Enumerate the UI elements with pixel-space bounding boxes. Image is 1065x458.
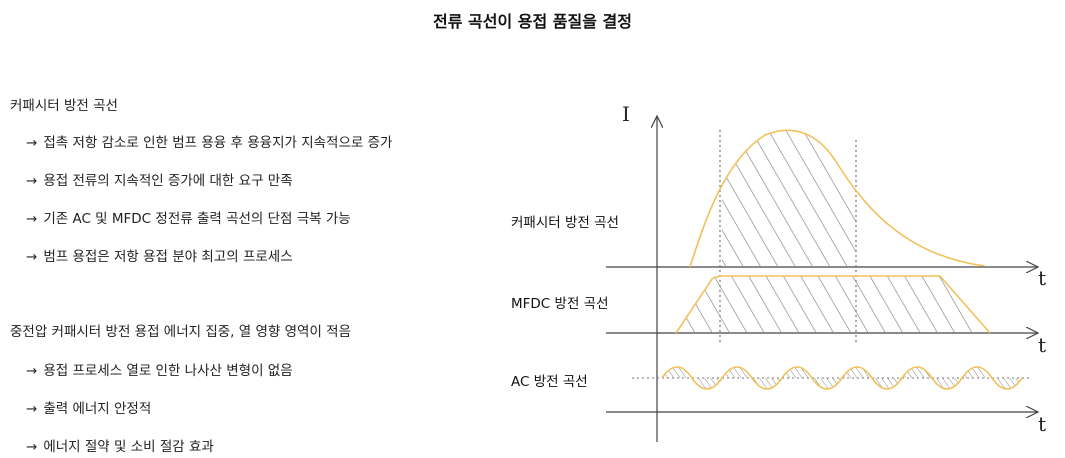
section-heading-medium-voltage: 중전압 커패시터 방전 용접 에너지 집중, 열 영향 영역이 적음 xyxy=(10,324,351,340)
page-title: 전류 곡선이 용접 품질을 결정 xyxy=(433,12,632,31)
arrow-right-icon: → xyxy=(26,249,38,265)
bullet-text: 기존 AC 및 MFDC 정전류 출력 곡선의 단점 극복 가능 xyxy=(43,211,351,227)
x-axis-label-ac: t xyxy=(1038,412,1046,436)
arrow-right-icon: → xyxy=(26,135,38,151)
bullet-text: 용접 프로세스 열로 인한 나사산 변형이 없음 xyxy=(43,363,293,379)
y-axis-label: I xyxy=(622,102,630,126)
x-axis-label-capacitor: t xyxy=(1038,266,1046,290)
bullet-item: → 용접 프로세스 열로 인한 나사산 변형이 없음 xyxy=(26,359,293,379)
bullet-text: 용접 전류의 지속적인 증가에 대한 요구 만족 xyxy=(43,173,293,189)
bullet-text: 범프 용접은 저항 용접 분야 최고의 프로세스 xyxy=(43,249,293,265)
ac-curve xyxy=(661,366,1023,390)
mfdc-hatch-area xyxy=(676,276,990,333)
bullet-item: → 접촉 저항 감소로 인한 범프 용융 후 용융지가 지속적으로 증가 xyxy=(26,131,392,151)
bullet-text: 접촉 저항 감소로 인한 범프 용융 후 용융지가 지속적으로 증가 xyxy=(43,135,393,151)
mfdc-curve-label: MFDC 방전 곡선 xyxy=(511,296,609,312)
arrow-right-icon: → xyxy=(26,363,38,379)
bullet-text: 에너지 절약 및 소비 절감 효과 xyxy=(43,439,214,455)
bullet-text: 출력 에너지 안정적 xyxy=(43,401,152,417)
arrow-right-icon: → xyxy=(26,173,38,189)
bullet-item: → 기존 AC 및 MFDC 정전류 출력 곡선의 단점 극복 가능 xyxy=(26,207,351,227)
bullet-item: → 용접 전류의 지속적인 증가에 대한 요구 만족 xyxy=(26,169,293,189)
bullet-item: → 에너지 절약 및 소비 절감 효과 xyxy=(26,435,214,455)
arrow-right-icon: → xyxy=(26,439,38,455)
arrow-right-icon: → xyxy=(26,211,38,227)
bullet-item: → 출력 에너지 안정적 xyxy=(26,397,151,417)
capacitor-curve xyxy=(689,129,986,268)
mfdc-curve xyxy=(675,275,991,334)
bullet-item: → 범프 용접은 저항 용접 분야 최고의 프로세스 xyxy=(26,245,293,265)
section-heading-capacitor: 커패시터 방전 곡선 xyxy=(10,98,118,114)
x-axis-label-mfdc: t xyxy=(1038,333,1046,357)
ac-curve-label: AC 방전 곡선 xyxy=(511,374,588,390)
capacitor-curve-label: 커패시터 방전 곡선 xyxy=(511,215,619,231)
capacitor-hatch-area xyxy=(722,130,856,267)
arrow-right-icon: → xyxy=(26,401,38,417)
